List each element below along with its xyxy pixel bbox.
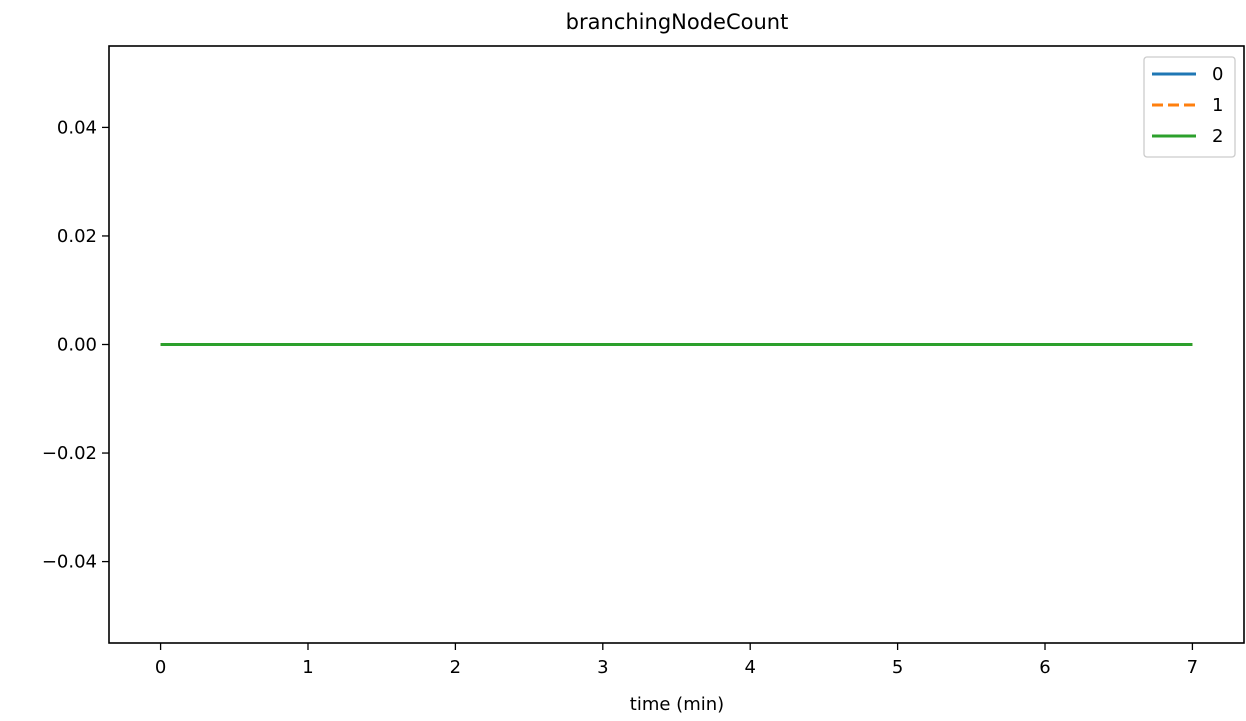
x-tick-label: 1 — [302, 657, 313, 678]
x-tick-label: 2 — [450, 657, 461, 678]
x-tick-label: 0 — [155, 657, 166, 678]
x-axis: 0 1 2 3 4 5 6 7 — [155, 643, 1198, 678]
legend-box — [1143, 56, 1236, 158]
legend-label-1: 1 — [1212, 95, 1223, 116]
legend-label-2: 2 — [1212, 126, 1223, 147]
y-tick-label: −0.04 — [42, 552, 97, 573]
x-tick-label: 6 — [1039, 657, 1050, 678]
x-tick-label: 4 — [744, 657, 755, 678]
legend: 0 1 2 — [1143, 56, 1236, 158]
y-axis: −0.04 −0.02 0.00 0.02 0.04 — [42, 117, 109, 573]
y-tick-label: 0.02 — [57, 226, 97, 247]
y-tick-label: −0.02 — [42, 443, 97, 464]
x-axis-label: time (min) — [630, 694, 724, 715]
legend-label-0: 0 — [1212, 64, 1223, 85]
x-tick-label: 7 — [1187, 657, 1198, 678]
x-tick-label: 3 — [597, 657, 608, 678]
x-tick-label: 5 — [892, 657, 903, 678]
chart-title: branchingNodeCount — [566, 10, 789, 34]
y-tick-label: 0.00 — [57, 335, 97, 356]
y-tick-label: 0.04 — [57, 117, 97, 138]
